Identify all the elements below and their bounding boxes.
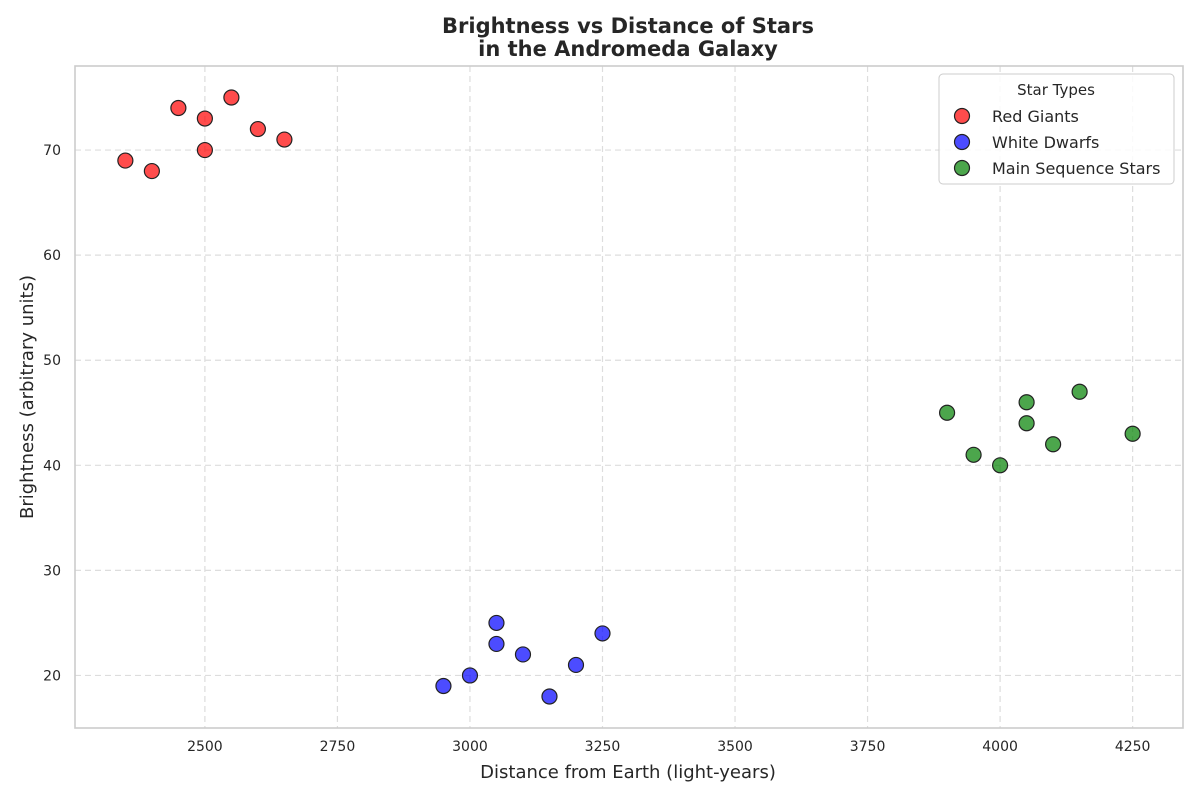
- x-tick-label: 3500: [717, 739, 753, 755]
- data-point: [196, 110, 213, 127]
- data-point: [1045, 436, 1062, 453]
- data-point: [143, 162, 160, 180]
- x-tick-label: 4000: [982, 739, 1018, 755]
- legend-marker: [953, 107, 971, 125]
- data-point: [276, 131, 293, 148]
- data-point: [594, 625, 611, 642]
- y-tick-label: 50: [43, 353, 61, 369]
- y-tick-label: 30: [43, 563, 61, 579]
- data-point: [461, 667, 479, 684]
- data-point: [965, 446, 982, 463]
- y-tick-label: 70: [43, 143, 61, 159]
- legend-marker: [953, 159, 971, 177]
- x-tick-label: 3250: [585, 739, 621, 755]
- data-point: [567, 656, 585, 674]
- data-point: [514, 646, 532, 663]
- y-tick-label: 60: [43, 248, 61, 264]
- data-point: [541, 688, 558, 705]
- data-point: [1071, 383, 1088, 400]
- data-point: [196, 141, 213, 159]
- x-tick-label: 3750: [850, 739, 886, 755]
- data-point: [1018, 394, 1035, 411]
- x-tick-label: 4250: [1115, 739, 1151, 755]
- y-tick-label: 20: [43, 668, 61, 684]
- x-tick-label: 2500: [187, 739, 223, 755]
- tick-labels: 2500 2750 3000 3250 3500 3750 4000 4250 20 30 40 50…: [43, 143, 1150, 755]
- data-point: [1124, 425, 1141, 442]
- data-point: [249, 120, 266, 138]
- legend-label: White Dwarfs: [992, 133, 1099, 152]
- data-point: [938, 404, 956, 421]
- x-tick-label: 2750: [320, 739, 356, 755]
- data-point: [435, 677, 452, 695]
- legend-marker: [953, 133, 971, 151]
- plot-area-frame: [74, 65, 1184, 729]
- data-point: [992, 457, 1009, 474]
- legend-box: [938, 73, 1175, 185]
- legend-items: Red Giants White Dwarfs Main Sequence Star…: [953, 107, 1160, 178]
- legend-label: Red Giants: [992, 107, 1079, 126]
- legend: Star Types Red Giants White Dwarfs Main Se…: [938, 73, 1175, 185]
- x-axis-label: Distance from Earth (light-years): [480, 762, 776, 783]
- data-point: [223, 89, 240, 106]
- data-point: [117, 152, 134, 169]
- x-tick-label: 3000: [452, 739, 488, 755]
- data-points: [117, 89, 1141, 705]
- y-tick-label: 40: [43, 458, 61, 474]
- chart-title-line-1: Brightness vs Distance of Stars: [442, 14, 814, 38]
- data-point: [170, 99, 187, 117]
- legend-title: Star Types: [1017, 81, 1095, 99]
- data-point: [1018, 415, 1035, 432]
- data-point: [488, 614, 505, 632]
- y-axis-label: Brightness (arbitrary units): [17, 275, 38, 519]
- legend-label: Main Sequence Stars: [992, 159, 1160, 178]
- chart-title-line-2: in the Andromeda Galaxy: [478, 37, 778, 61]
- data-point: [488, 635, 505, 653]
